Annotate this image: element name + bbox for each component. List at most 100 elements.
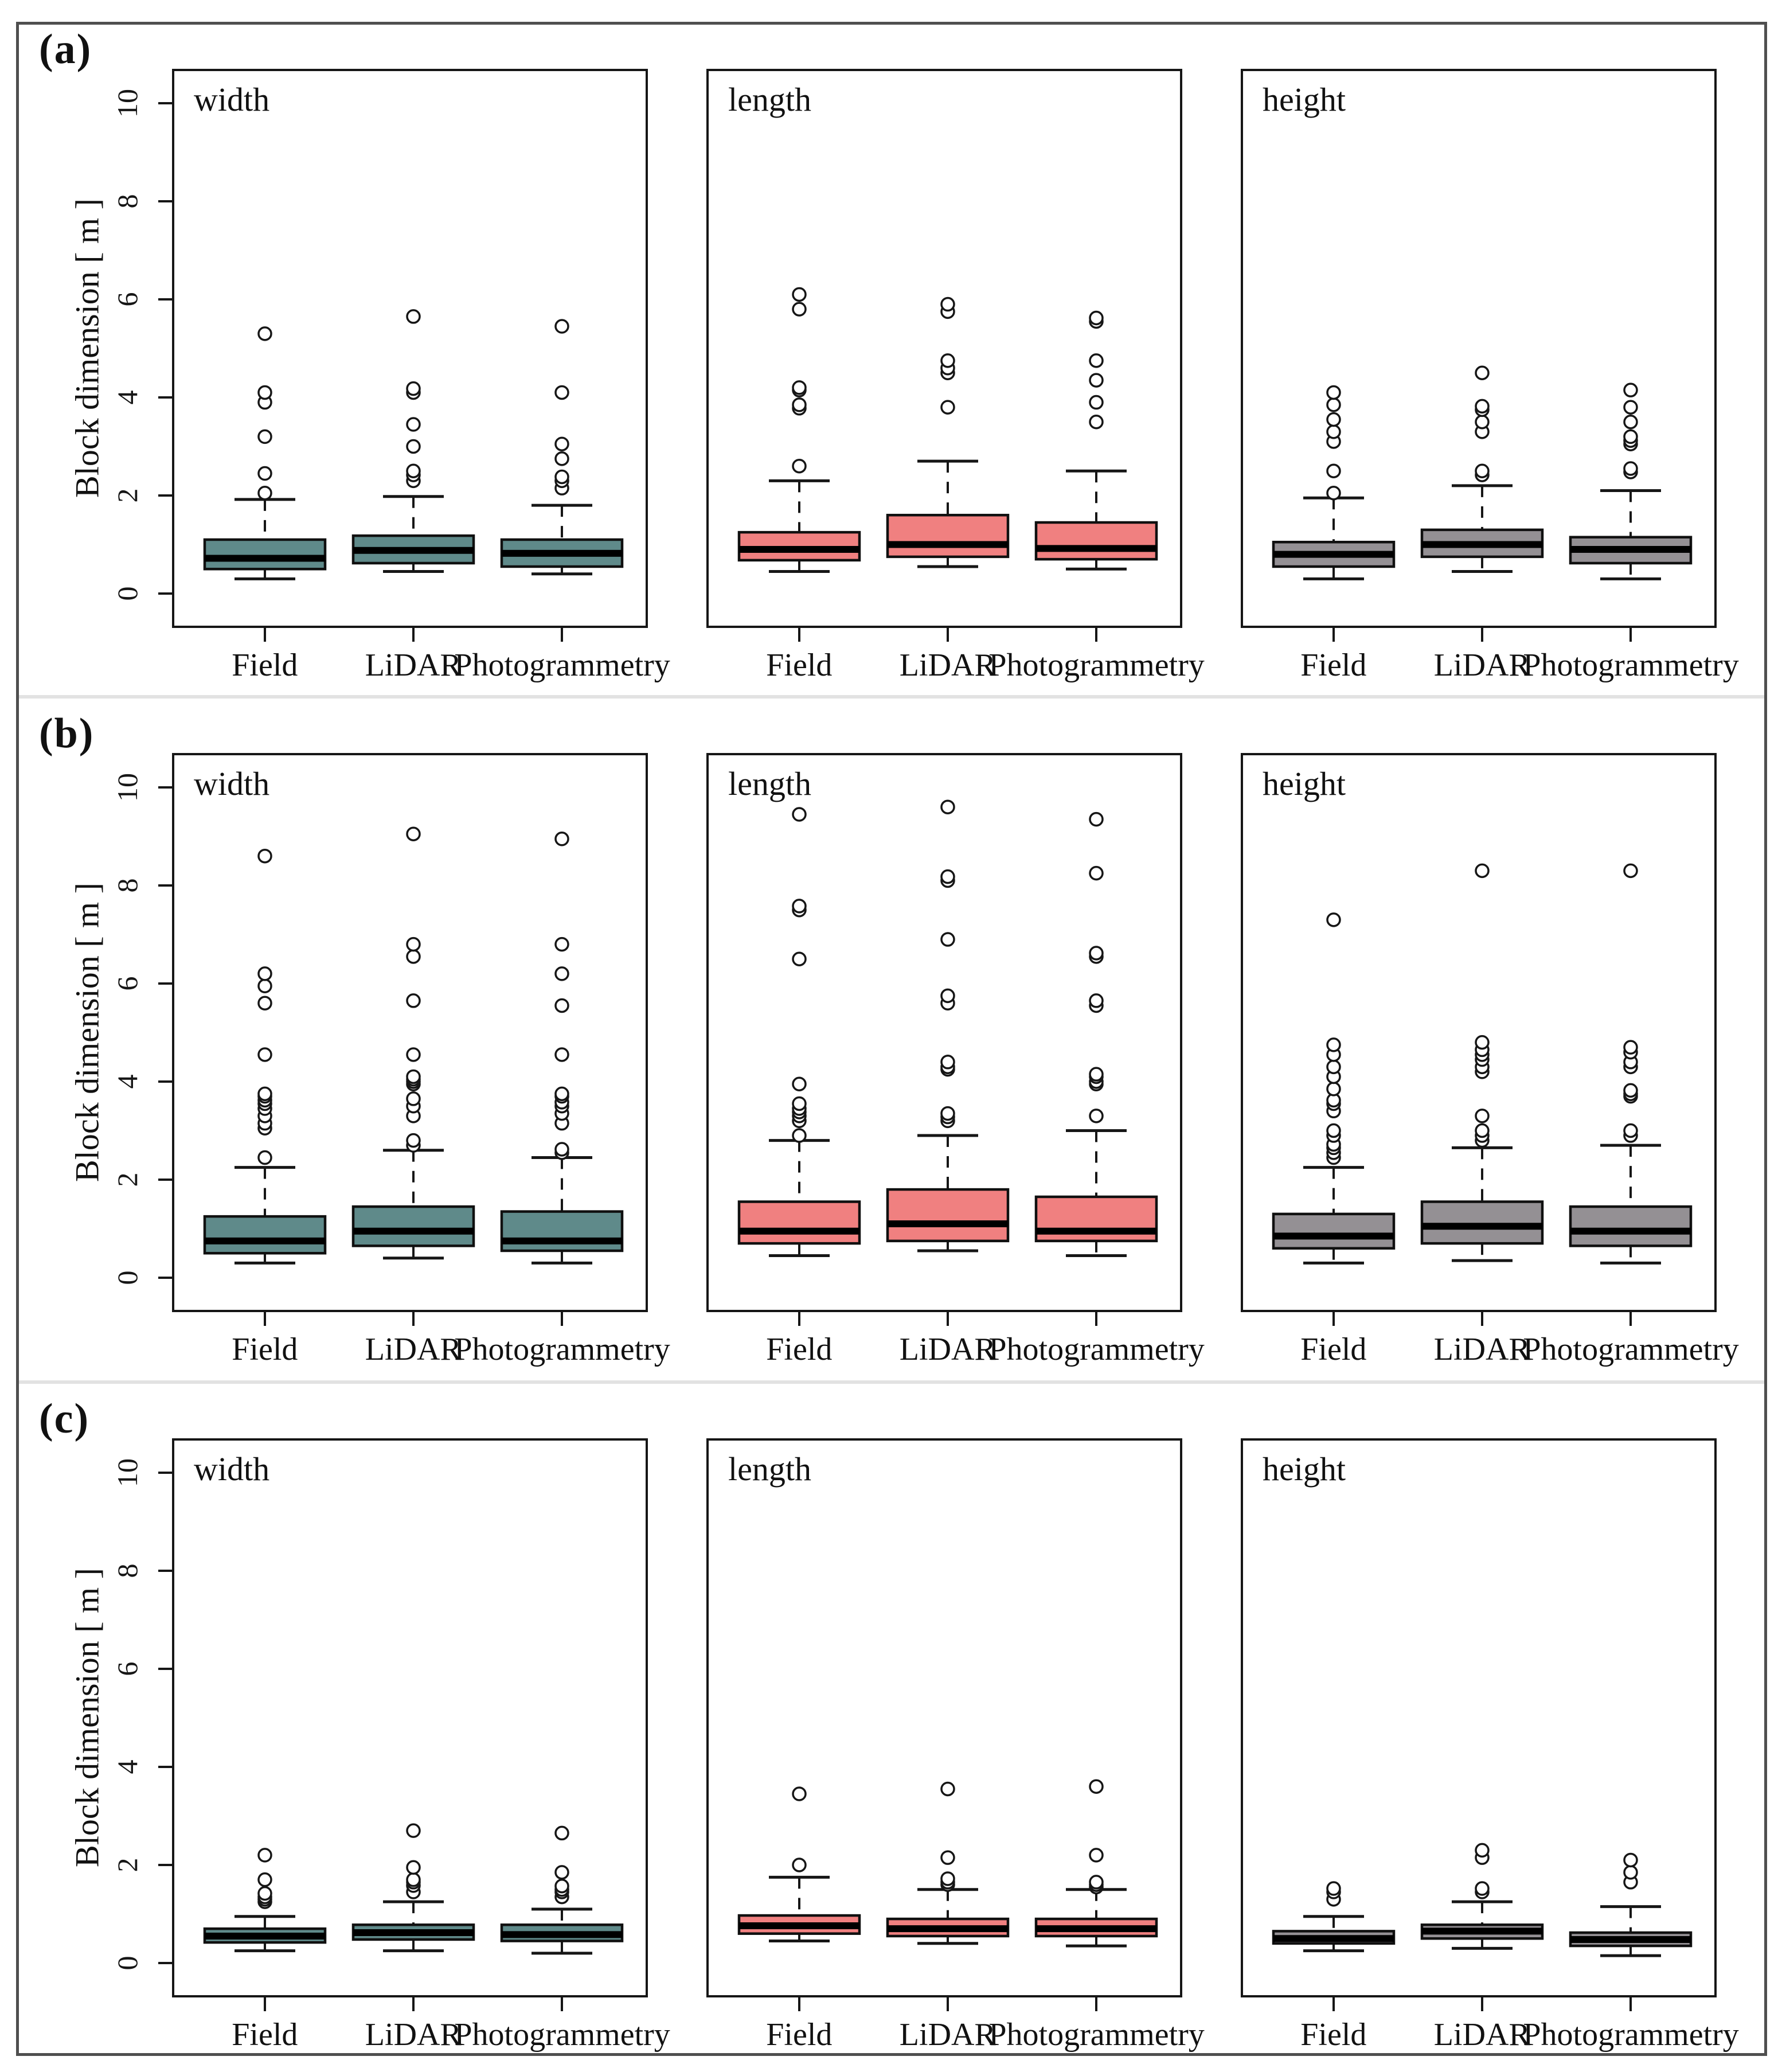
outlier-point	[1089, 1848, 1104, 1863]
x-tick-label-field: Field	[1300, 647, 1367, 683]
outlier-point	[406, 439, 421, 454]
x-tick-label-field: Field	[232, 1332, 298, 1367]
outlier-point	[1475, 365, 1490, 380]
x-tick-label-field: Field	[766, 2017, 833, 2053]
row-label-c: (c)	[39, 1395, 90, 1442]
outlier-point	[257, 1872, 272, 1887]
outlier-point	[257, 848, 272, 864]
outlier-point	[554, 385, 569, 400]
boxplot-b-width: 0 2 4 6 8 10	[111, 753, 648, 1326]
outlier-point	[1475, 399, 1490, 414]
outlier-point	[406, 417, 421, 432]
outlier-point	[1475, 1881, 1490, 1896]
outlier-point	[1623, 429, 1638, 444]
outlier-point	[1475, 463, 1490, 478]
plot-frame	[706, 1438, 1182, 1997]
outlier-point	[792, 397, 807, 412]
outlier-point	[554, 1047, 569, 1062]
outlier-point	[406, 1823, 421, 1838]
outlier-point	[1623, 863, 1638, 879]
y-axis-label: Block dimension [ m ]	[68, 1568, 106, 1867]
panel-c-width: 0 2 4 6 8 10 width Field LiDAR Photogrammetry	[111, 1438, 670, 2053]
y-axis-label: Block dimension [ m ]	[68, 883, 106, 1182]
panel-title: height	[1263, 765, 1346, 802]
outlier-point	[257, 466, 272, 481]
outlier-point	[940, 799, 955, 814]
outlier-point	[1326, 485, 1341, 501]
x-tick-label-photogrammetry: Photogrammetry	[454, 1332, 670, 1367]
panel-title: length	[728, 765, 811, 802]
panel-row-a: (a) Block dimension [ m ] 0 2 4 6 8 10 width …	[0, 17, 1782, 697]
y-tick-label: 6	[111, 1662, 143, 1676]
plot-frame	[706, 753, 1182, 1312]
y-tick-label: 2	[111, 1858, 143, 1872]
box	[203, 538, 327, 571]
outlier-point	[1326, 1059, 1341, 1075]
panel-b-height: height Field LiDAR Photogrammetry	[1241, 753, 1739, 1367]
panel-c-length: length Field LiDAR Photogrammetry	[706, 1438, 1205, 2053]
row-separator	[19, 695, 1764, 699]
outlier-point	[792, 380, 807, 395]
y-tick-label: 4	[111, 391, 143, 405]
outlier-point	[792, 287, 807, 302]
outlier-point	[1089, 395, 1104, 410]
x-tick-label-photogrammetry: Photogrammetry	[454, 647, 670, 683]
panel-title: length	[728, 1450, 811, 1488]
outlier-point	[554, 1142, 569, 1157]
y-tick-label: 2	[111, 489, 143, 503]
outlier-point	[406, 949, 421, 964]
outlier-point	[792, 951, 807, 966]
outlier-point	[1089, 415, 1104, 430]
y-tick-label: 8	[111, 879, 143, 893]
box	[886, 513, 1010, 559]
x-tick-label-field: Field	[232, 647, 298, 683]
outlier-point	[406, 1047, 421, 1062]
outlier-point	[1089, 865, 1104, 881]
x-tick-label-lidar: LiDAR	[899, 2017, 996, 2053]
panel-c-height: height Field LiDAR Photogrammetry	[1241, 1438, 1739, 2053]
outlier-point	[1089, 1109, 1104, 1123]
box	[886, 1188, 1010, 1243]
outlier-point	[257, 1886, 272, 1901]
outlier-point	[940, 988, 955, 1004]
box	[500, 1210, 624, 1252]
y-tick-label: 8	[111, 194, 143, 209]
outlier-point	[554, 469, 569, 485]
x-tick-label-lidar: LiDAR	[365, 647, 462, 683]
outlier-point	[792, 1858, 807, 1872]
outlier-point	[792, 1128, 807, 1143]
outlier-point	[406, 1860, 421, 1875]
outlier-point	[1475, 863, 1490, 879]
x-tick-label-photogrammetry: Photogrammetry	[988, 1332, 1205, 1367]
x-tick-label-field: Field	[232, 2017, 298, 2053]
outlier-point	[554, 937, 569, 952]
row-label-a: (a)	[39, 26, 92, 73]
x-tick-label-lidar: LiDAR	[1433, 647, 1530, 683]
x-tick-label-photogrammetry: Photogrammetry	[988, 2017, 1205, 2053]
outlier-point	[257, 1047, 272, 1062]
y-axis-label: Block dimension [ m ]	[68, 198, 106, 498]
panel-a-height: height Field LiDAR Photogrammetry	[1241, 69, 1739, 683]
x-tick-label-lidar: LiDAR	[899, 1332, 996, 1367]
outlier-point	[792, 1096, 807, 1111]
x-tick-label-field: Field	[1300, 2017, 1367, 2053]
outlier-point	[1089, 310, 1104, 326]
y-tick-label: 2	[111, 1173, 143, 1187]
plot-frame	[1241, 753, 1717, 1312]
y-tick-label: 4	[111, 1075, 143, 1089]
outlier-point	[1475, 1109, 1490, 1123]
outlier-point	[792, 1076, 807, 1092]
plot-frame	[172, 69, 648, 628]
outlier-point	[406, 309, 421, 324]
outlier-point	[1326, 1082, 1341, 1097]
boxplot-c-height	[1241, 1438, 1717, 2011]
outlier-point	[554, 1825, 569, 1841]
outlier-point	[1089, 1067, 1104, 1082]
plot-frame	[1241, 69, 1717, 628]
outlier-point	[792, 458, 807, 474]
outlier-point	[257, 1848, 272, 1863]
y-tick-label: 8	[111, 1564, 143, 1578]
outlier-point	[1089, 946, 1104, 961]
panel-b-length: length Field LiDAR Photogrammetry	[706, 753, 1205, 1367]
outlier-point	[940, 1850, 955, 1865]
